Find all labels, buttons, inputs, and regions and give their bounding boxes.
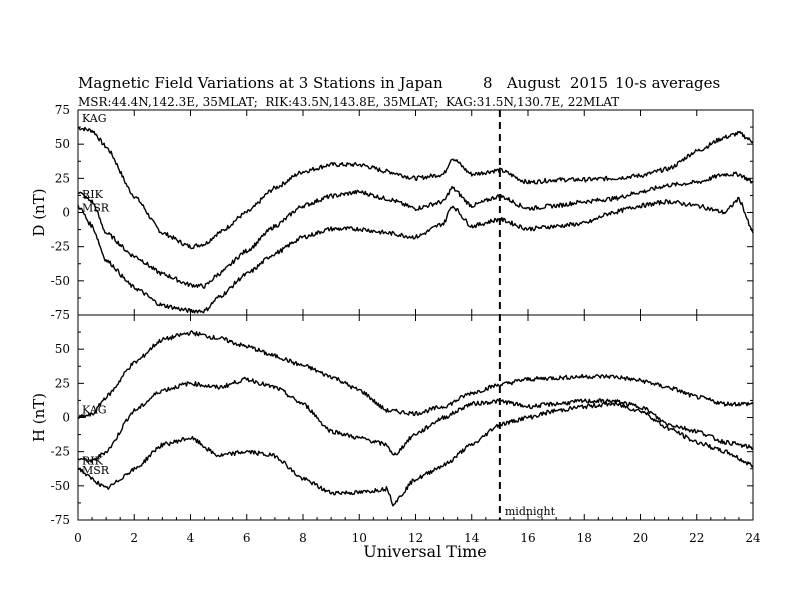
- x-tick-label: 24: [745, 531, 761, 545]
- chart-date: 8 August 2015: [483, 74, 608, 92]
- panel-frame: [77, 109, 754, 316]
- chart-subtitle: MSR:44.4N,142.3E, 35MLAT; RIK:43.5N,143.…: [78, 95, 619, 109]
- x-tick-label: 6: [243, 531, 251, 545]
- y-axis-label: D (nT): [30, 188, 48, 236]
- x-tick-label: 22: [689, 531, 704, 545]
- series-line-rik: [77, 171, 754, 289]
- x-tick-label: 10: [352, 531, 367, 545]
- y-tick-label: 0: [62, 206, 70, 220]
- series-line-kag: [77, 330, 754, 419]
- y-tick-label: 25: [55, 171, 70, 185]
- series-line-msr: [77, 196, 754, 314]
- y-tick-label: -50: [51, 274, 70, 288]
- x-axis-label: Universal Time: [363, 542, 486, 561]
- y-tick-label: 25: [55, 376, 70, 390]
- series-line-msr: [77, 401, 754, 507]
- y-tick-label: 50: [55, 342, 70, 356]
- y-tick-label: -25: [51, 445, 70, 459]
- x-tick-label: 14: [464, 531, 480, 545]
- panel-frame: [77, 314, 754, 521]
- series-label-kag: KAG: [82, 112, 107, 125]
- y-tick-label: -75: [51, 513, 70, 527]
- series-label-msr: MSR: [82, 202, 110, 215]
- x-tick-label: 4: [187, 531, 195, 545]
- y-tick-label: 75: [55, 103, 70, 117]
- y-axis-label: H (nT): [30, 393, 48, 442]
- x-tick-label: 8: [299, 531, 307, 545]
- x-tick-label: 16: [520, 531, 535, 545]
- x-tick-label: 20: [633, 531, 648, 545]
- series-line-rik: [77, 376, 754, 463]
- chart-averaging: 10-s averages: [615, 74, 720, 92]
- y-tick-label: -75: [51, 308, 70, 322]
- series-label-kag: KAG: [82, 404, 107, 417]
- chart-title: Magnetic Field Variations at 3 Stations …: [78, 74, 443, 92]
- y-tick-label: 50: [55, 137, 70, 151]
- x-tick-label: 0: [74, 531, 82, 545]
- y-tick-label: -50: [51, 479, 70, 493]
- x-tick-label: 12: [408, 531, 423, 545]
- x-tick-label: 2: [130, 531, 138, 545]
- series-label-rik: RIK: [82, 455, 104, 468]
- series-line-kag: [77, 126, 754, 250]
- y-tick-label: 0: [62, 411, 70, 425]
- series-label-msr: MSR: [82, 464, 110, 477]
- x-tick-label: 18: [577, 531, 592, 545]
- y-tick-label: -25: [51, 240, 70, 254]
- series-label-rik: RIK: [82, 188, 104, 201]
- midnight-label: midnight: [505, 505, 556, 518]
